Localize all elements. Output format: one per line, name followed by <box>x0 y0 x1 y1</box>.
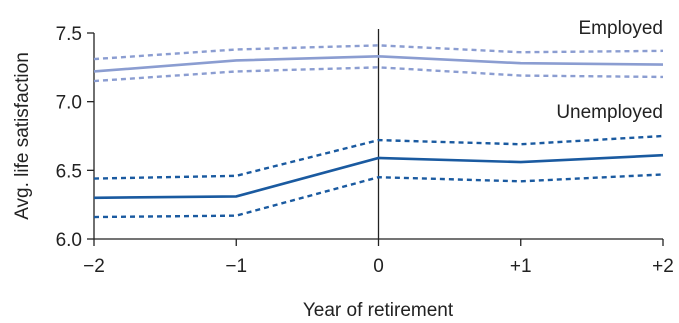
y-axis-title: Avg. life satisfaction <box>12 52 33 220</box>
axes <box>93 29 663 240</box>
x-tick-label: +2 <box>652 256 674 277</box>
y-tick-label: 6.5 <box>56 161 82 182</box>
y-tick-label: 7.0 <box>56 93 82 114</box>
x-tick-label: 0 <box>373 256 384 277</box>
series-label-unemployed: Unemployed <box>556 102 663 123</box>
unemployed-mean-line <box>93 153 664 200</box>
x-tick-label: −2 <box>83 256 105 277</box>
y-tick-label: 6.0 <box>56 230 82 251</box>
y-ticks: 6.0 6.5 7.0 7.5 <box>56 24 94 251</box>
series-label-employed: Employed <box>579 18 664 39</box>
unemployed-ci-lower-line <box>93 173 664 219</box>
unemployed-ci-upper-line <box>93 134 664 180</box>
x-tick-label: −1 <box>225 256 247 277</box>
y-tick-label: 7.5 <box>56 24 82 45</box>
x-tick-label: +1 <box>510 256 532 277</box>
x-axis-title: Year of retirement <box>303 300 454 321</box>
x-ticks: −2 −1 0 +1 +2 <box>83 239 674 277</box>
employed-mean-line <box>93 55 664 73</box>
series-layer <box>93 44 664 219</box>
